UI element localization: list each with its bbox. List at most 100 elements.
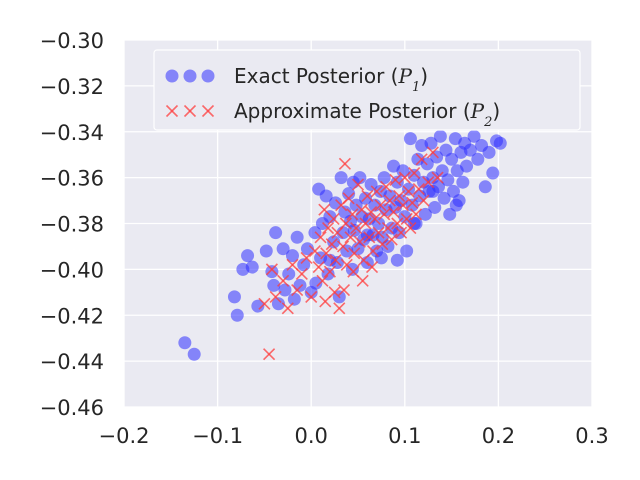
point-circle bbox=[300, 242, 314, 256]
y-tick-label: −0.38 bbox=[40, 213, 104, 237]
legend-marker-point bbox=[165, 104, 179, 118]
legend-marker-exact bbox=[165, 69, 215, 83]
point-x bbox=[356, 274, 369, 287]
point-x bbox=[368, 212, 381, 225]
point-circle bbox=[426, 184, 440, 198]
y-tick-label: −0.34 bbox=[40, 121, 104, 145]
point-circle bbox=[456, 175, 470, 189]
point-circle bbox=[396, 164, 410, 178]
point-circle bbox=[381, 239, 395, 253]
point-circle bbox=[293, 278, 307, 292]
point-x bbox=[339, 217, 352, 230]
point-x bbox=[398, 171, 411, 184]
point-circle bbox=[265, 265, 279, 279]
point-x bbox=[346, 208, 359, 221]
point-x bbox=[325, 238, 338, 251]
point-circle bbox=[227, 290, 241, 304]
point-x bbox=[351, 178, 365, 191]
point-circle bbox=[402, 182, 416, 196]
point-x bbox=[353, 235, 366, 248]
point-circle bbox=[364, 178, 378, 192]
point-circle bbox=[269, 226, 283, 240]
point-x bbox=[355, 203, 368, 216]
point-circle bbox=[374, 251, 388, 265]
point-x bbox=[381, 222, 395, 235]
point-x bbox=[394, 226, 408, 239]
point-x bbox=[359, 217, 372, 230]
point-circle bbox=[383, 189, 397, 203]
point-x bbox=[396, 199, 409, 212]
point-circle bbox=[443, 207, 457, 221]
point-x bbox=[300, 251, 313, 264]
point-circle bbox=[424, 136, 438, 150]
point-circle bbox=[187, 347, 201, 361]
point-circle bbox=[407, 168, 421, 182]
point-x bbox=[344, 231, 357, 244]
point-x bbox=[400, 212, 413, 225]
point-x bbox=[389, 173, 402, 186]
point-x bbox=[286, 258, 299, 271]
point-x bbox=[385, 233, 398, 246]
point-x bbox=[328, 286, 341, 299]
legend-marker-point bbox=[201, 69, 215, 83]
y-tick-label: −0.32 bbox=[40, 75, 104, 99]
point-circle bbox=[390, 253, 404, 267]
y-tick-label: −0.46 bbox=[40, 396, 104, 420]
point-x bbox=[412, 183, 425, 196]
point-circle bbox=[178, 336, 192, 350]
point-x bbox=[393, 189, 406, 203]
point-x bbox=[378, 208, 391, 221]
point-x bbox=[422, 176, 435, 189]
point-x bbox=[277, 274, 290, 287]
legend: Exact Posterior (P1) Approximate Posteri… bbox=[153, 49, 581, 131]
point-x bbox=[383, 194, 396, 207]
point-x bbox=[320, 247, 333, 260]
x-tick-label: 0.2 bbox=[482, 424, 515, 448]
point-x bbox=[281, 302, 294, 315]
point-x bbox=[365, 261, 379, 274]
point-circle bbox=[241, 249, 255, 263]
y-tick-label: −0.42 bbox=[40, 304, 104, 328]
point-circle bbox=[482, 145, 496, 159]
point-x bbox=[323, 265, 336, 278]
point-x bbox=[431, 171, 444, 184]
point-x bbox=[404, 222, 417, 235]
point-x bbox=[316, 274, 329, 287]
point-x bbox=[380, 180, 393, 193]
point-circle bbox=[319, 189, 333, 203]
point-x bbox=[258, 297, 271, 310]
point-x bbox=[361, 189, 374, 203]
y-tick-label: −0.30 bbox=[40, 29, 104, 53]
point-x bbox=[370, 185, 383, 198]
point-circle bbox=[329, 196, 343, 210]
point-x bbox=[402, 185, 415, 198]
point-x bbox=[314, 231, 327, 244]
point-x bbox=[269, 290, 282, 303]
point-x bbox=[376, 238, 389, 251]
legend-label-exact: Exact Posterior (P1) bbox=[234, 64, 428, 95]
point-circle bbox=[400, 244, 414, 258]
point-x bbox=[426, 146, 439, 159]
point-circle bbox=[267, 278, 281, 292]
point-circle bbox=[309, 276, 323, 290]
point-x bbox=[319, 295, 332, 308]
point-x bbox=[308, 244, 322, 258]
x-tick-label: 0.3 bbox=[575, 424, 608, 448]
series-0 bbox=[178, 129, 507, 361]
point-x bbox=[372, 226, 385, 239]
legend-marker-approx bbox=[165, 104, 215, 118]
point-circle bbox=[467, 129, 481, 143]
point-circle bbox=[471, 152, 485, 166]
point-x bbox=[333, 302, 346, 315]
point-x bbox=[408, 166, 421, 180]
point-circle bbox=[418, 207, 432, 221]
data-points bbox=[178, 129, 507, 361]
point-x bbox=[374, 199, 387, 212]
y-tick-label: −0.44 bbox=[40, 350, 104, 374]
point-circle bbox=[271, 297, 285, 311]
series-1 bbox=[258, 146, 444, 361]
point-x bbox=[348, 247, 361, 260]
point-x bbox=[291, 283, 304, 297]
point-circle bbox=[346, 175, 360, 189]
point-x bbox=[336, 240, 350, 253]
